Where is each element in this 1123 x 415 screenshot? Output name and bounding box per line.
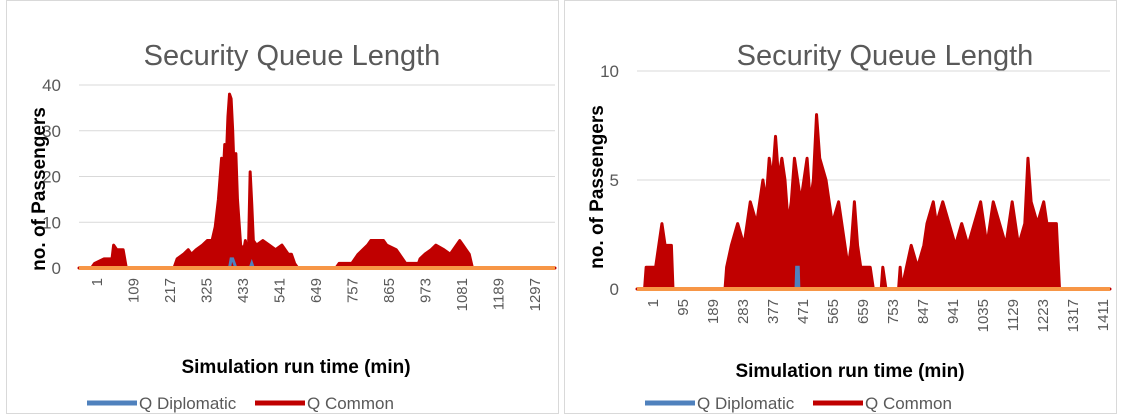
y-tick-label: 30 [42,122,61,141]
legend: Q Diplomatic Q Common [645,394,952,413]
x-tick-label: 1129 [1005,299,1022,331]
chart-panel-left: Security Queue Length 0 10 20 30 40 1 109 217 325… [6,0,559,414]
x-tick-label: 109 [126,278,143,303]
x-tick-label: 1 [645,299,662,307]
series-q-common-line [635,113,1112,291]
series-q-common-line [77,92,557,270]
x-tick-label: 847 [915,299,932,324]
x-tick-label: 1411 [1095,299,1112,331]
chart-left-svg: Security Queue Length 0 10 20 30 40 1 109 217 325… [29,40,557,413]
x-tick-label: 433 [235,278,252,303]
x-tick-label: 973 [418,278,435,303]
chart-panel-right: Security Queue Length 0 5 10 1 95 189 283 377 471… [564,0,1117,414]
x-tick-label: 217 [162,278,179,303]
legend-label: Q Diplomatic [697,394,795,413]
x-tick-label: 865 [381,278,398,303]
legend: Q Diplomatic Q Common [87,394,394,413]
legend-label: Q Common [307,394,394,413]
y-tick-label: 0 [52,259,61,278]
x-tick-label: 1297 [527,278,544,311]
series-q-diplomatic-line [79,257,555,270]
y-tick-label: 5 [610,171,619,190]
x-tick-label: 649 [308,278,325,303]
chart-title: Security Queue Length [737,40,1034,72]
x-axis-label: Simulation run time (min) [735,361,964,382]
x-tick-label: 1035 [975,299,992,332]
x-tick-label: 1317 [1065,299,1082,332]
x-tick-label: 941 [945,299,962,324]
legend-label: Q Common [865,394,952,413]
legend-label: Q Diplomatic [139,394,237,413]
x-tick-label: 325 [199,278,216,303]
x-tick-label: 753 [885,299,902,324]
x-tick-label: 1 [89,278,106,286]
x-tick-label: 189 [705,299,722,324]
y-axis-label: no. of Passengers [587,105,608,269]
chart-right-svg: Security Queue Length 0 5 10 1 95 189 283 377 471… [587,40,1112,413]
chart-title: Security Queue Length [144,40,441,72]
x-tick-label: 757 [345,278,362,303]
x-tick-label: 471 [795,299,812,324]
x-axis-label: Simulation run time (min) [181,357,410,378]
x-tick-label: 565 [825,299,842,324]
x-tick-label: 659 [855,299,872,324]
y-tick-label: 20 [42,168,61,187]
x-tick-label: 283 [735,299,752,324]
x-tick-label: 95 [675,299,692,316]
x-tick-label: 1081 [454,278,471,311]
y-axis-label: no. of Passengers [29,107,50,271]
x-tick-label: 377 [765,299,782,324]
y-tick-label: 10 [600,62,619,81]
x-tick-label: 1189 [491,278,508,310]
y-tick-label: 0 [610,280,619,299]
y-tick-label: 40 [42,76,61,95]
y-tick-label: 10 [42,213,61,232]
x-tick-label: 1223 [1035,299,1052,332]
x-tick-label: 541 [272,278,289,303]
